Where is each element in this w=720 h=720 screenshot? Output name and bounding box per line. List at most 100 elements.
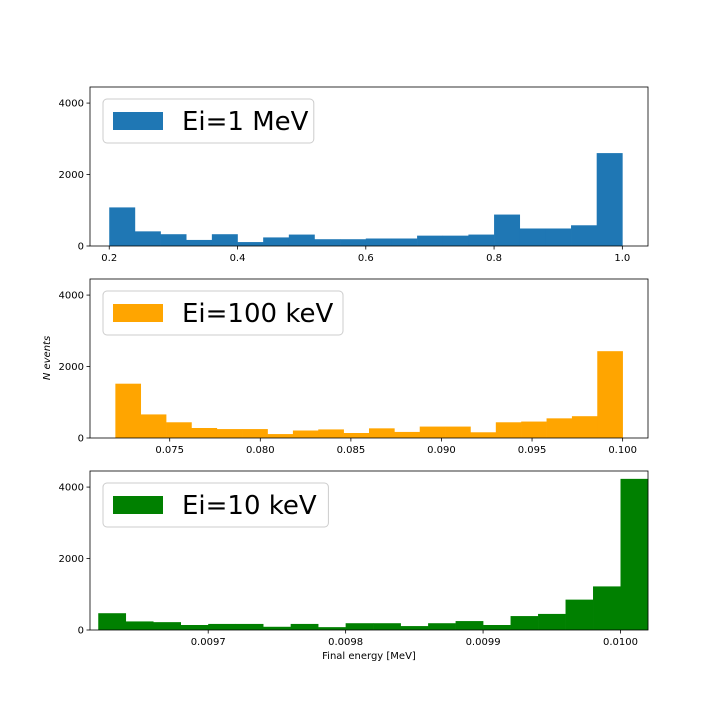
histogram-bar	[242, 429, 268, 438]
x-tick-label: 0.0100	[603, 637, 638, 648]
legend-swatch	[113, 112, 163, 130]
histogram-bar	[495, 422, 522, 438]
y-tick-label: 0	[78, 434, 84, 445]
histogram-bar	[191, 428, 218, 438]
histogram-bar	[419, 426, 446, 438]
legend-box	[102, 290, 344, 336]
histogram-bar	[519, 228, 546, 246]
histogram-bar	[288, 234, 315, 246]
x-tick-label: 0.6	[358, 253, 374, 264]
histogram-bar	[292, 430, 319, 438]
histogram-bar	[140, 414, 167, 438]
histogram-bar	[417, 235, 444, 246]
y-tick-label: 0	[78, 626, 84, 637]
legend-label: Ei=10 keV	[182, 491, 317, 521]
y-tick-label: 2000	[59, 170, 84, 181]
histogram-bar	[521, 421, 547, 438]
legend-swatch	[113, 496, 163, 514]
axes-frame	[89, 470, 649, 631]
legend: Ei=10 keV	[102, 482, 329, 528]
legend-label: Ei=100 keV	[182, 299, 333, 329]
histogram-bar	[538, 613, 566, 630]
histogram-bar	[109, 207, 136, 246]
legend-box	[102, 98, 315, 144]
histogram-bar	[483, 625, 511, 630]
x-tick-label: 0.0098	[328, 637, 363, 648]
histogram-bar	[216, 429, 243, 438]
histogram-bar	[263, 237, 290, 246]
legend-box	[102, 482, 329, 528]
histogram-bar	[98, 613, 127, 630]
histogram-bar	[565, 599, 594, 630]
histogram-bar	[394, 431, 421, 438]
x-tick-label: 0.2	[101, 253, 117, 264]
histogram-bar	[267, 434, 294, 438]
y-axis-label: N events	[42, 336, 53, 380]
x-tick-label: 0.090	[427, 445, 456, 456]
histogram-bar	[166, 422, 192, 438]
x-tick-label: 0.0097	[191, 637, 226, 648]
axes-frame	[89, 278, 649, 439]
x-tick-label: 1.0	[614, 253, 630, 264]
panels: 0.2 0.4 0.6 0.8 1.0 0 2000 4000 Ei=1 MeV 0.075 0.0…	[59, 86, 649, 648]
histogram-bar	[445, 426, 471, 438]
y-tick-label: 4000	[59, 99, 84, 110]
histogram-bar	[365, 238, 392, 246]
legend: Ei=1 MeV	[102, 98, 315, 144]
x-tick-label: 0.095	[518, 445, 547, 456]
y-tick-label: 2000	[59, 362, 84, 373]
histogram-bar	[290, 623, 319, 630]
histogram-bar	[314, 239, 341, 246]
histogram-bar	[455, 621, 484, 630]
histogram-bar	[115, 383, 142, 438]
histogram-bar	[545, 228, 572, 246]
histogram-bar	[470, 432, 497, 438]
histogram-bar	[186, 239, 213, 246]
histogram-bar	[235, 623, 264, 630]
x-axis-label: Final energy [MeV]	[322, 651, 416, 662]
histogram-bar	[318, 627, 346, 630]
histogram-bar	[211, 234, 238, 246]
y-tick-label: 2000	[59, 554, 84, 565]
x-tick-label: 0.080	[246, 445, 275, 456]
histogram-bar	[134, 231, 161, 246]
y-tick-label: 4000	[59, 483, 84, 494]
panel-3: 0.0097 0.0098 0.0099 0.0100 0 2000 4000 Ei=10 k…	[59, 470, 649, 648]
histogram-bar	[237, 242, 264, 246]
histogram-bar	[160, 234, 187, 246]
histogram-bar	[597, 351, 623, 438]
histogram-bar	[571, 225, 597, 246]
histogram-bar	[468, 234, 495, 246]
histogram-bar	[391, 238, 418, 246]
x-tick-label: 0.075	[155, 445, 184, 456]
histogram-bar	[571, 416, 598, 438]
histogram-bar	[400, 626, 429, 630]
histogram-bar	[125, 621, 154, 630]
histogram-bar	[369, 428, 395, 438]
x-tick-label: 0.8	[486, 253, 502, 264]
axes-frame	[89, 86, 649, 247]
histogram-bar	[442, 235, 469, 246]
legend-label: Ei=1 MeV	[182, 107, 309, 137]
histogram-bar	[153, 622, 182, 630]
legend-swatch	[113, 304, 163, 322]
x-tick-label: 0.4	[230, 253, 246, 264]
histogram-bar	[208, 623, 236, 630]
legend: Ei=100 keV	[102, 290, 344, 336]
histogram-bar	[263, 626, 291, 630]
x-tick-label: 0.100	[608, 445, 637, 456]
x-tick-label: 0.085	[337, 445, 366, 456]
histogram-bar	[373, 623, 401, 630]
histogram-bar	[546, 418, 573, 438]
histogram-bar	[510, 616, 539, 630]
histogram-bar	[494, 214, 521, 246]
histogram-bar	[596, 153, 623, 246]
histogram-bar	[180, 625, 209, 630]
histogram-bar	[340, 239, 367, 246]
histogram-bar	[318, 429, 344, 438]
histogram-bar	[345, 623, 374, 630]
y-tick-label: 4000	[59, 291, 84, 302]
histogram-bar	[593, 586, 621, 630]
histogram-bar	[343, 433, 370, 438]
